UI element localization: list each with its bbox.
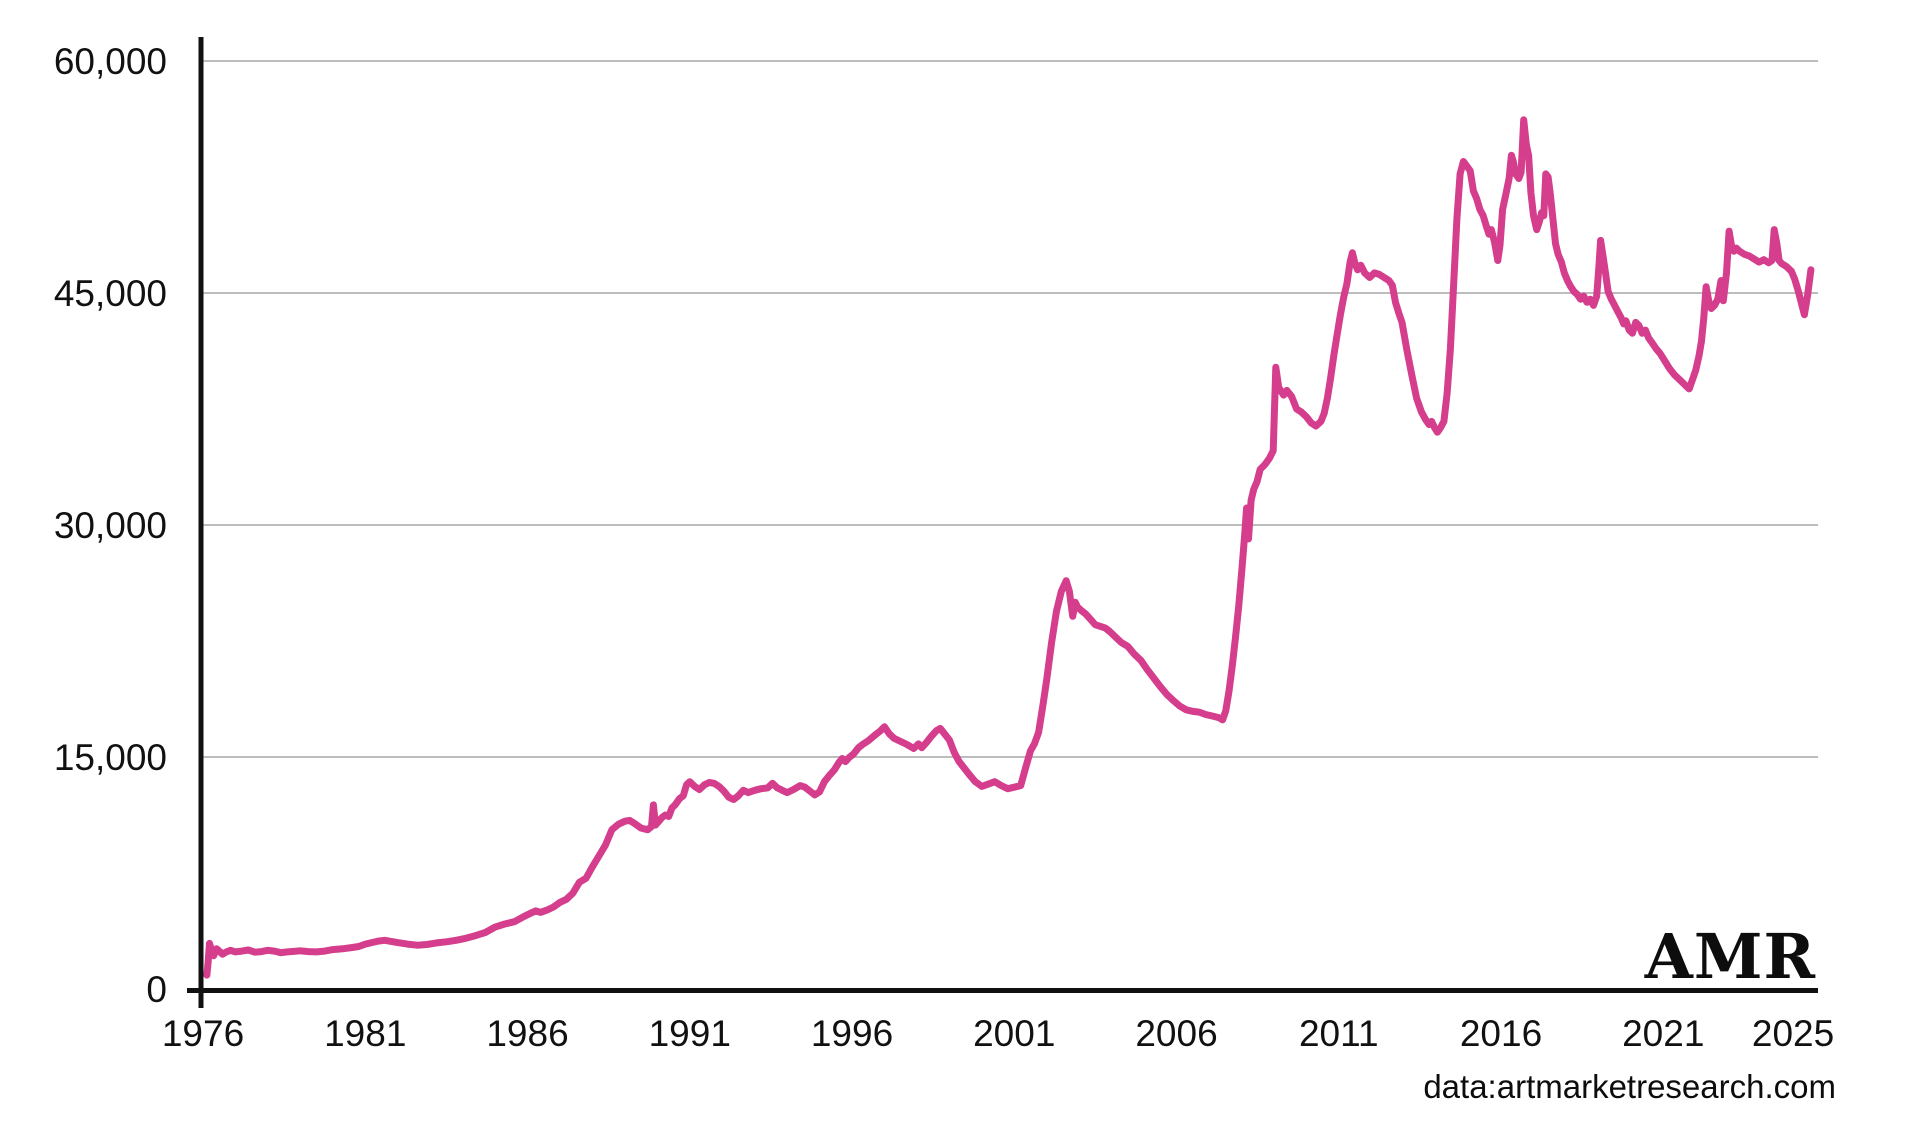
- x-tick-label-2011: 2011: [1299, 1013, 1379, 1054]
- data-source-attribution: data:artmarketresearch.com: [1423, 1068, 1836, 1105]
- y-tick-label-45000: 45,000: [54, 273, 167, 314]
- x-tick-label-2001: 2001: [973, 1013, 1055, 1054]
- amr-logo: AMR: [1644, 920, 1816, 993]
- axes: [187, 37, 1818, 1008]
- x-tick-label-1986: 1986: [486, 1013, 568, 1054]
- y-tick-label-30000: 30,000: [54, 505, 167, 546]
- x-tick-label-2021: 2021: [1622, 1013, 1704, 1054]
- x-axis-tick-labels: 1976 1981 1986 1991 1996 2001 2006 2011 2016 2021…: [162, 1013, 1834, 1054]
- x-tick-label-2016: 2016: [1460, 1013, 1542, 1054]
- y-tick-label-60000: 60,000: [54, 41, 167, 82]
- y-tick-label-0: 0: [146, 969, 167, 1010]
- x-tick-label-1981: 1981: [324, 1013, 406, 1054]
- x-tick-label-1976: 1976: [162, 1013, 244, 1054]
- x-tick-label-2025: 2025: [1752, 1013, 1834, 1054]
- y-tick-label-15000: 15,000: [54, 737, 167, 778]
- gridlines: [203, 60, 1818, 758]
- x-tick-label-1991: 1991: [649, 1013, 731, 1054]
- x-tick-label-1996: 1996: [811, 1013, 893, 1054]
- index-series-line: [203, 116, 1815, 979]
- x-tick-label-2006: 2006: [1135, 1013, 1217, 1054]
- y-axis-tick-labels: 0 15,000 30,000 45,000 60,000: [54, 41, 167, 1010]
